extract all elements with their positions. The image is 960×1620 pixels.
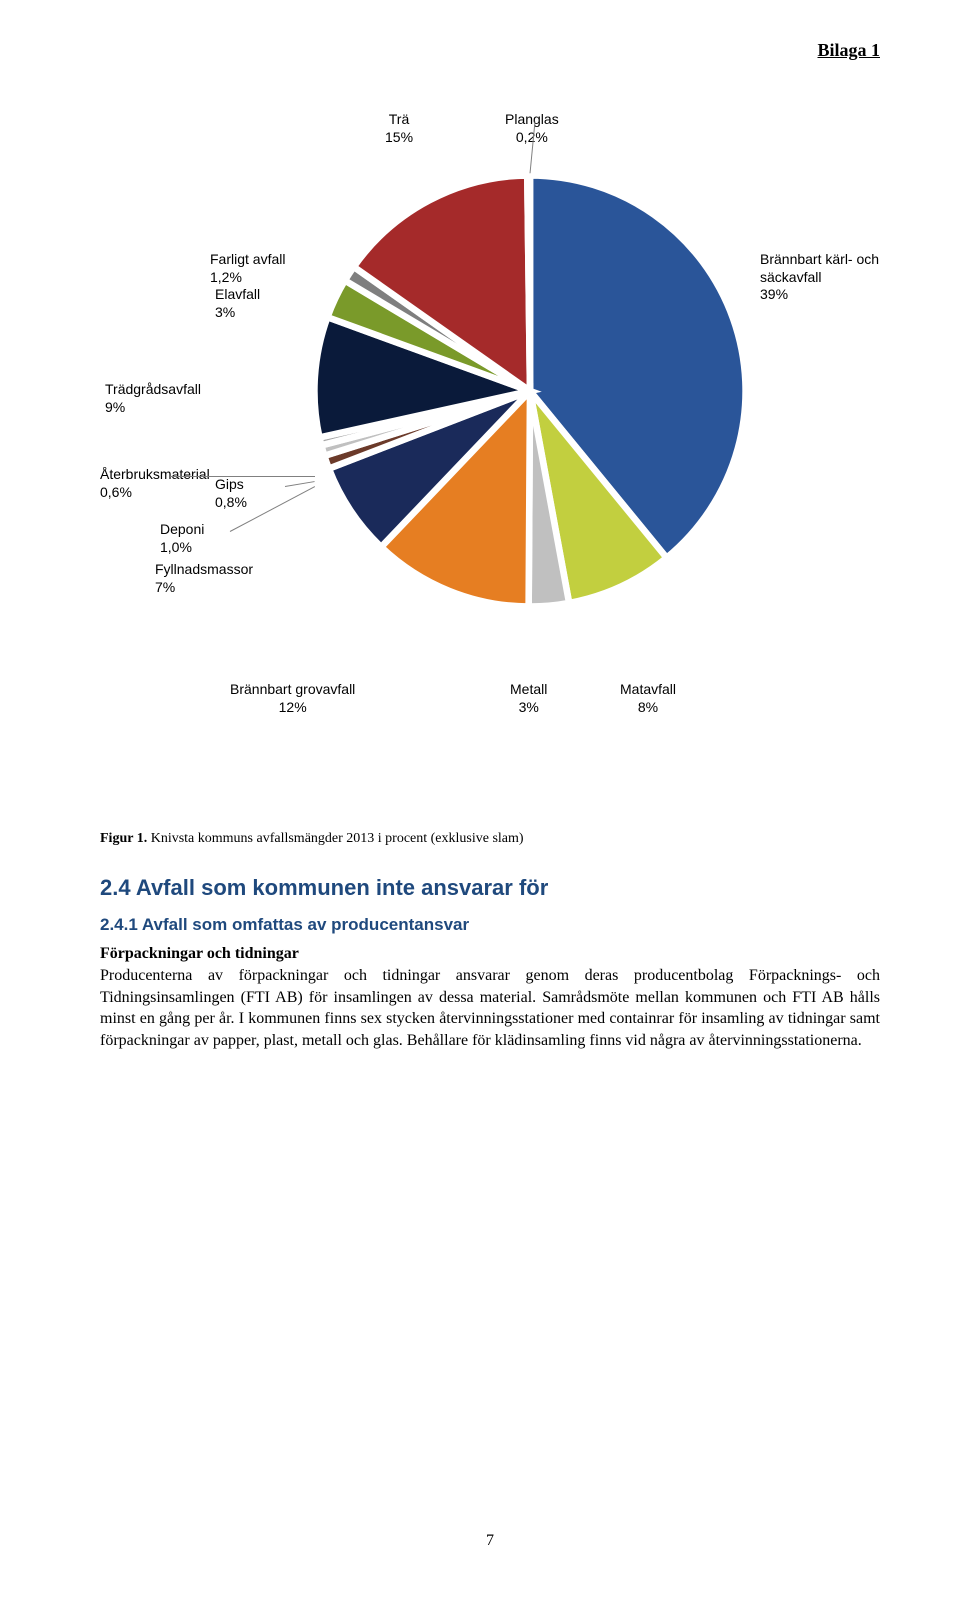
pie-slice-label: Farligt avfall1,2% xyxy=(210,251,285,286)
pie-slice-label: Brännbart kärl- ochsäckavfall39% xyxy=(760,251,879,304)
pie-slice-label: Fyllnadsmassor7% xyxy=(155,561,253,596)
pie-chart-figure: Brännbart kärl- ochsäckavfall39% Matavfal… xyxy=(100,81,880,801)
figure-number: Figur 1. xyxy=(100,831,147,846)
pie-slice-label: Elavfall3% xyxy=(215,286,260,321)
pie-chart xyxy=(310,171,750,611)
section-heading-2-4: 2.4 Avfall som kommunen inte ansvarar fö… xyxy=(100,875,880,901)
pie-slice-label: Trä15% xyxy=(385,111,413,146)
pie-slice-label: Matavfall8% xyxy=(620,681,676,716)
paragraph-subheading: Förpackningar och tidningar xyxy=(100,945,880,963)
leader-line xyxy=(170,476,315,477)
pie-slice xyxy=(527,175,530,391)
figure-caption-text: Knivsta kommuns avfallsmängder 2013 i pr… xyxy=(147,831,523,846)
pie-slice-label: Gips0,8% xyxy=(215,476,247,511)
pie-slice-label: Deponi1,0% xyxy=(160,521,204,556)
page-number: 7 xyxy=(100,1532,880,1550)
figure-caption: Figur 1. Knivsta kommuns avfallsmängder … xyxy=(100,831,880,847)
pie-slice-label: Brännbart grovavfall12% xyxy=(230,681,355,716)
pie-slice-label: Trädgrådsavfall9% xyxy=(105,381,201,416)
section-heading-2-4-1: 2.4.1 Avfall som omfattas av producentan… xyxy=(100,915,880,935)
appendix-label: Bilaga 1 xyxy=(100,40,880,61)
pie-slice-label: Metall3% xyxy=(510,681,547,716)
body-paragraph: Producenterna av förpackningar och tidni… xyxy=(100,965,880,1051)
pie-slice-label: Återbruksmaterial0,6% xyxy=(100,466,210,501)
